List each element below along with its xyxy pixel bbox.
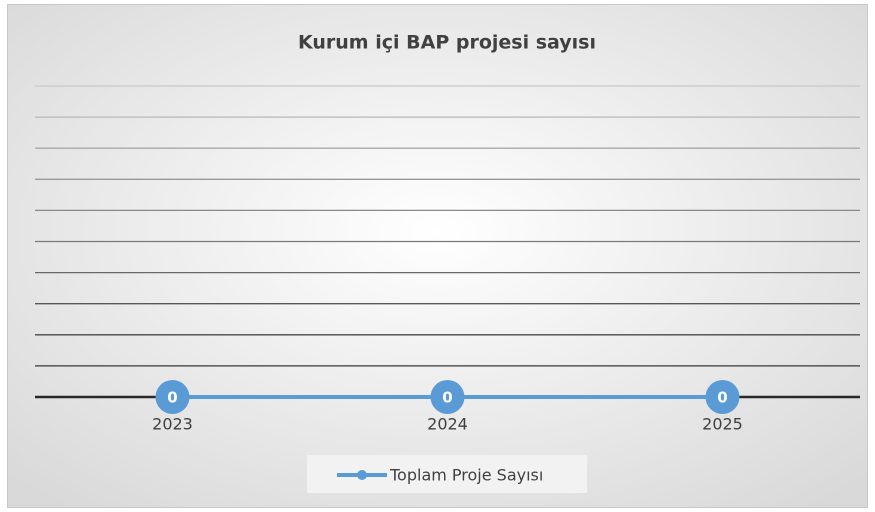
- chart-area: [7, 4, 868, 508]
- x-tick-label: 2025: [702, 415, 743, 434]
- x-tick-label: 2023: [152, 415, 193, 434]
- x-tick-label: 2024: [427, 415, 468, 434]
- marker: [155, 380, 190, 414]
- data-label: 0: [167, 389, 177, 407]
- marker: [705, 380, 740, 414]
- data-label: 0: [442, 389, 452, 407]
- marker: [430, 380, 465, 414]
- data-label: 0: [717, 389, 727, 407]
- legend-marker: [357, 470, 367, 480]
- chart-title: Kurum içi BAP projesi sayısı: [298, 32, 596, 54]
- legend-label: Toplam Proje Sayısı: [389, 466, 543, 485]
